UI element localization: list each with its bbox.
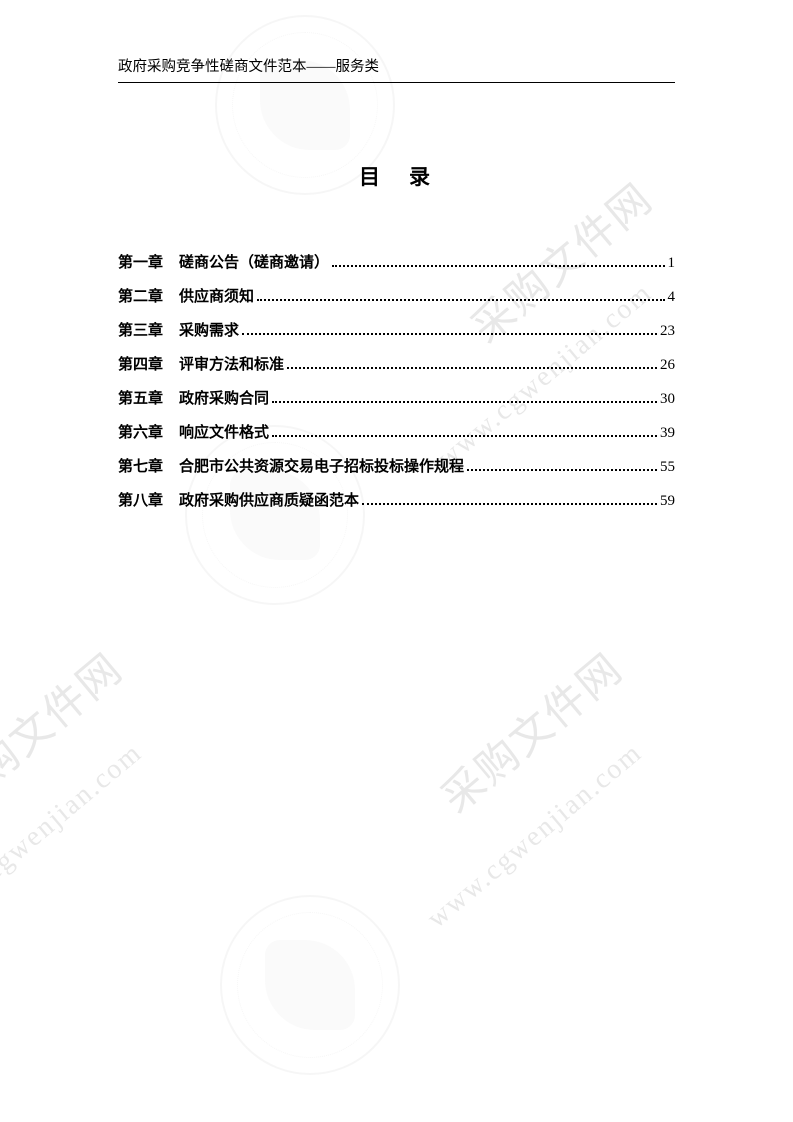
toc-chapter: 第三章 bbox=[118, 319, 163, 343]
toc-dots bbox=[332, 265, 664, 267]
toc-label: 评审方法和标准 bbox=[179, 353, 284, 377]
watermark-text: 采购文件网 bbox=[0, 636, 134, 824]
toc-row: 第三章 采购需求 23 bbox=[118, 319, 675, 343]
watermark-text: 采购文件网 bbox=[426, 636, 634, 824]
toc-row: 第六章 响应文件格式 39 bbox=[118, 421, 675, 445]
toc-title: 目 录 bbox=[118, 161, 675, 191]
toc-page: 26 bbox=[660, 353, 675, 377]
toc-label: 供应商须知 bbox=[179, 285, 254, 309]
toc-row: 第七章 合肥市公共资源交易电子招标投标操作规程 55 bbox=[118, 455, 675, 479]
toc-dots bbox=[257, 299, 664, 301]
toc-label: 政府采购供应商质疑函范本 bbox=[179, 489, 359, 513]
toc-chapter: 第四章 bbox=[118, 353, 163, 377]
toc-dots bbox=[272, 435, 657, 437]
toc-dots bbox=[467, 469, 657, 471]
toc-dots bbox=[242, 333, 657, 335]
toc-chapter: 第八章 bbox=[118, 489, 163, 513]
toc-row: 第八章 政府采购供应商质疑函范本 59 bbox=[118, 489, 675, 513]
toc-label: 合肥市公共资源交易电子招标投标操作规程 bbox=[179, 455, 464, 479]
toc-label: 政府采购合同 bbox=[179, 387, 269, 411]
toc-row: 第二章 供应商须知 4 bbox=[118, 285, 675, 309]
watermark-logo bbox=[220, 895, 400, 1075]
toc-row: 第五章 政府采购合同 30 bbox=[118, 387, 675, 411]
toc-dots bbox=[287, 367, 657, 369]
toc-label: 磋商公告（磋商邀请） bbox=[179, 251, 329, 275]
toc-row: 第一章 磋商公告（磋商邀请） 1 bbox=[118, 251, 675, 275]
toc-chapter: 第五章 bbox=[118, 387, 163, 411]
watermark-url: www.cgwenjian.com bbox=[421, 737, 648, 935]
toc-dots bbox=[362, 503, 657, 505]
toc-page: 30 bbox=[660, 387, 675, 411]
toc-page: 23 bbox=[660, 319, 675, 343]
toc-dots bbox=[272, 401, 657, 403]
toc-label: 响应文件格式 bbox=[179, 421, 269, 445]
toc-chapter: 第二章 bbox=[118, 285, 163, 309]
page-header: 政府采购竞争性磋商文件范本——服务类 bbox=[118, 55, 675, 83]
toc-chapter: 第七章 bbox=[118, 455, 163, 479]
toc-page: 55 bbox=[660, 455, 675, 479]
toc-page: 1 bbox=[668, 251, 676, 275]
toc-page: 59 bbox=[660, 489, 675, 513]
toc-chapter: 第六章 bbox=[118, 421, 163, 445]
toc-page: 4 bbox=[668, 285, 676, 309]
toc-chapter: 第一章 bbox=[118, 251, 163, 275]
toc-row: 第四章 评审方法和标准 26 bbox=[118, 353, 675, 377]
toc-page: 39 bbox=[660, 421, 675, 445]
watermark-url: www.cgwenjian.com bbox=[0, 737, 149, 935]
page-content: 政府采购竞争性磋商文件范本——服务类 目 录 第一章 磋商公告（磋商邀请） 1 … bbox=[0, 0, 793, 513]
toc-label: 采购需求 bbox=[179, 319, 239, 343]
toc-list: 第一章 磋商公告（磋商邀请） 1 第二章 供应商须知 4 第三章 采购需求 23… bbox=[118, 251, 675, 513]
